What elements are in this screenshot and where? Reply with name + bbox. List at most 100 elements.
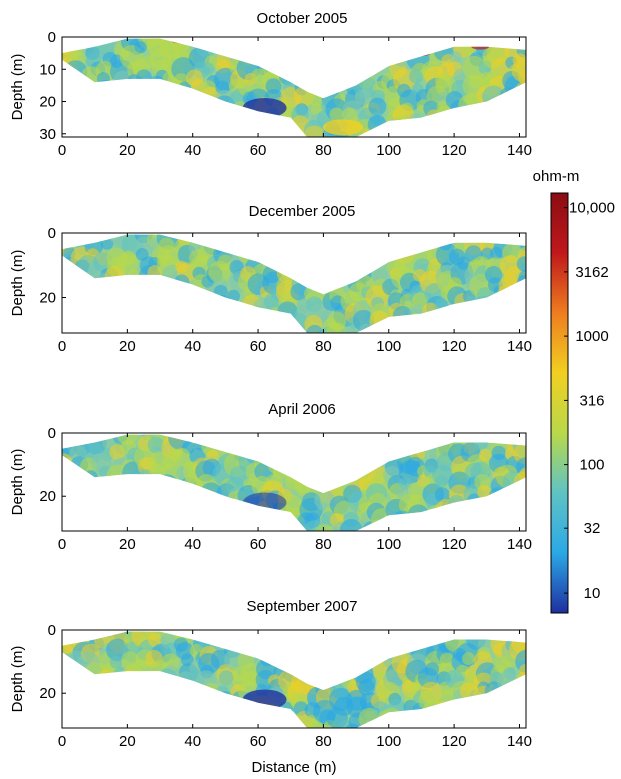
resistivity-cell bbox=[446, 306, 463, 323]
x-tick-label: 120 bbox=[442, 338, 467, 355]
resistivity-cell bbox=[390, 515, 404, 529]
resistivity-cell bbox=[477, 636, 491, 650]
resistivity-blobs bbox=[62, 234, 526, 333]
resistivity-cell bbox=[407, 482, 425, 499]
colorbar-tick-label: 316 bbox=[579, 392, 604, 409]
x-tick-label: 40 bbox=[184, 338, 201, 355]
x-tick-label: 100 bbox=[376, 338, 401, 355]
resistivity-cell bbox=[454, 506, 471, 523]
resistivity-cell bbox=[171, 447, 191, 467]
resistivity-cell bbox=[116, 252, 139, 275]
resistivity-cell bbox=[475, 497, 491, 514]
low-resistivity-zone bbox=[242, 97, 287, 118]
resistivity-cell bbox=[96, 72, 110, 86]
resistivity-cell bbox=[434, 487, 450, 503]
resistivity-cell bbox=[369, 310, 391, 332]
resistivity-cell bbox=[136, 236, 151, 251]
resistivity-cell bbox=[417, 713, 430, 726]
resistivity-cell bbox=[406, 117, 426, 137]
resistivity-cell bbox=[127, 269, 141, 282]
resistivity-cell bbox=[108, 675, 122, 689]
resistivity-cell bbox=[132, 670, 153, 692]
x-tick-label: 0 bbox=[58, 536, 66, 553]
resistivity-cell bbox=[476, 102, 490, 116]
x-tick-label: 0 bbox=[58, 338, 66, 355]
colorbar-tick-label: 32 bbox=[584, 520, 601, 537]
resistivity-cell bbox=[427, 504, 448, 525]
colorbar-tick-label: 3162 bbox=[575, 264, 608, 281]
x-tick-label: 140 bbox=[507, 338, 532, 355]
resistivity-cell bbox=[158, 277, 176, 295]
resistivity-cell bbox=[508, 637, 526, 662]
resistivity-cell bbox=[497, 284, 516, 303]
resistivity-cell bbox=[434, 701, 451, 718]
resistivity-cell bbox=[120, 669, 139, 687]
resistivity-cell bbox=[442, 307, 460, 325]
resistivity-cell bbox=[340, 325, 360, 333]
resistivity-cell bbox=[118, 79, 140, 101]
y-tick-label: 0 bbox=[48, 622, 56, 639]
resistivity-cell bbox=[134, 41, 147, 54]
colorbar-tick-label: 10 bbox=[584, 585, 601, 602]
resistivity-cell bbox=[494, 293, 511, 310]
resistivity-cell bbox=[157, 668, 177, 688]
resistivity-cell bbox=[369, 519, 387, 531]
resistivity-cell bbox=[227, 289, 240, 303]
resistivity-cell bbox=[145, 477, 163, 496]
resistivity-cell bbox=[83, 470, 98, 485]
resistivity-cell bbox=[290, 283, 308, 301]
resistivity-cell bbox=[203, 682, 220, 700]
high-resistivity-spot bbox=[412, 50, 431, 57]
resistivity-cell bbox=[367, 115, 387, 135]
resistivity-cell bbox=[150, 275, 170, 294]
resistivity-section bbox=[62, 631, 526, 728]
y-axis-label: Depth (m) bbox=[9, 54, 26, 121]
axes-frame bbox=[61, 629, 527, 729]
x-tick-label: 80 bbox=[315, 733, 332, 750]
resistivity-cell bbox=[515, 649, 526, 674]
axes-frame bbox=[61, 432, 527, 532]
resistivity-cell bbox=[186, 88, 205, 107]
colorbar: ohm-m 10,000 3162 1000 316 100 32 10 bbox=[533, 168, 615, 614]
resistivity-cell bbox=[448, 495, 465, 512]
resistivity-cell bbox=[325, 322, 348, 333]
x-tick-label: 60 bbox=[250, 338, 267, 355]
resistivity-cell bbox=[190, 288, 208, 306]
resistivity-cell bbox=[305, 720, 325, 728]
resistivity-cell bbox=[489, 96, 513, 121]
y-tick-label: 20 bbox=[39, 290, 56, 307]
resistivity-cell bbox=[392, 104, 415, 127]
y-tick-label: 0 bbox=[48, 425, 56, 442]
resistivity-cell bbox=[254, 112, 268, 125]
high-resistivity-spot bbox=[170, 38, 189, 44]
resistivity-cell bbox=[516, 671, 526, 688]
resistivity-cell bbox=[155, 474, 179, 499]
resistivity-cell bbox=[149, 672, 166, 689]
resistivity-cell bbox=[358, 678, 376, 696]
resistivity-section bbox=[62, 38, 526, 137]
colorbar-unit-label: ohm-m bbox=[533, 168, 580, 185]
panel-title: December 2005 bbox=[249, 203, 356, 220]
resistivity-cell bbox=[371, 124, 391, 137]
panel-title: September 2007 bbox=[247, 598, 358, 615]
resistivity-cell bbox=[462, 652, 475, 665]
resistivity-cell bbox=[272, 652, 285, 665]
resistivity-cell bbox=[141, 280, 157, 296]
low-resistivity-zone bbox=[242, 492, 287, 513]
panel-1: October 2005 0 20 40 60 80 100 120 140 0 10 20 30 Dep… bbox=[9, 10, 532, 159]
resistivity-cell bbox=[409, 69, 424, 84]
resistivity-cell bbox=[462, 55, 487, 80]
resistivity-cell bbox=[465, 295, 478, 308]
x-tick-label: 20 bbox=[119, 536, 136, 553]
resistivity-cell bbox=[516, 256, 526, 272]
x-tick-label: 60 bbox=[250, 142, 267, 159]
x-tick-label: 20 bbox=[119, 733, 136, 750]
resistivity-cell bbox=[277, 301, 298, 322]
x-tick-label: 100 bbox=[376, 733, 401, 750]
resistivity-cell bbox=[394, 315, 410, 330]
resistivity-cell bbox=[110, 278, 126, 295]
colorbar-tick-label: 100 bbox=[579, 457, 604, 474]
panel-4: September 2007 0 20 40 60 80 100 120 140 0 20 Depth… bbox=[9, 598, 532, 776]
resistivity-cell bbox=[416, 516, 432, 531]
resistivity-cell bbox=[97, 669, 115, 687]
